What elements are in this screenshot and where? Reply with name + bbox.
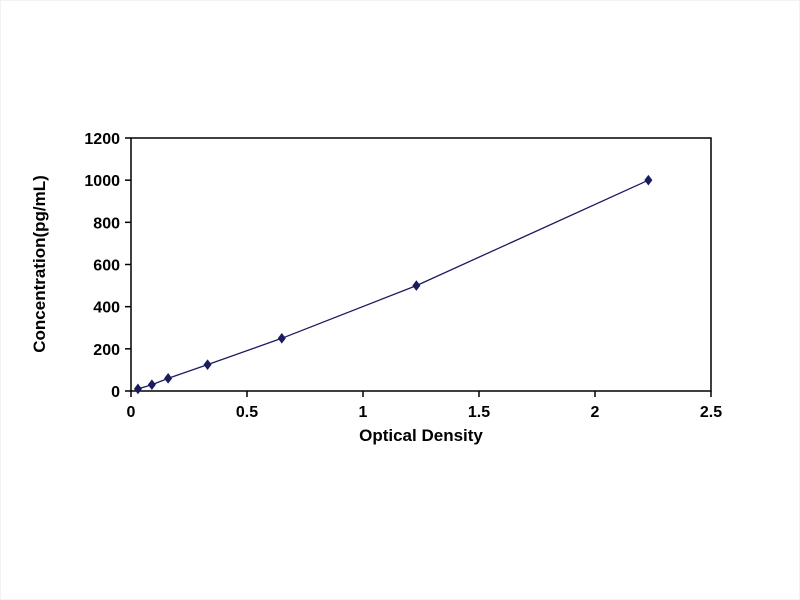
x-tick-label: 2 — [591, 404, 600, 421]
y-tick-label: 1200 — [84, 131, 120, 148]
x-tick-label: 1 — [359, 404, 368, 421]
y-tick-label: 1000 — [84, 173, 120, 190]
y-axis-label: Concentration(pg/mL) — [30, 175, 49, 353]
data-point-marker — [164, 373, 173, 384]
x-tick-label: 0.5 — [236, 404, 258, 421]
plot-frame — [130, 137, 712, 392]
data-point-marker — [277, 332, 286, 344]
data-point-marker — [203, 359, 212, 370]
data-point-marker — [412, 280, 421, 291]
x-tick-label: 0 — [127, 404, 136, 421]
data-point-marker — [147, 379, 156, 391]
y-tick-label: 800 — [93, 215, 120, 232]
y-tick-label: 200 — [93, 342, 120, 359]
x-axis-label: Optical Density — [359, 426, 483, 445]
x-tick-label: 2.5 — [700, 404, 722, 421]
curve-line — [137, 179, 649, 390]
y-tick-label: 0 — [111, 384, 120, 401]
y-tick-label: 400 — [93, 300, 120, 317]
x-tick-label: 1.5 — [468, 404, 490, 421]
data-point-marker — [644, 174, 653, 186]
y-tick-label: 600 — [93, 258, 120, 275]
data-point-marker — [133, 383, 142, 395]
